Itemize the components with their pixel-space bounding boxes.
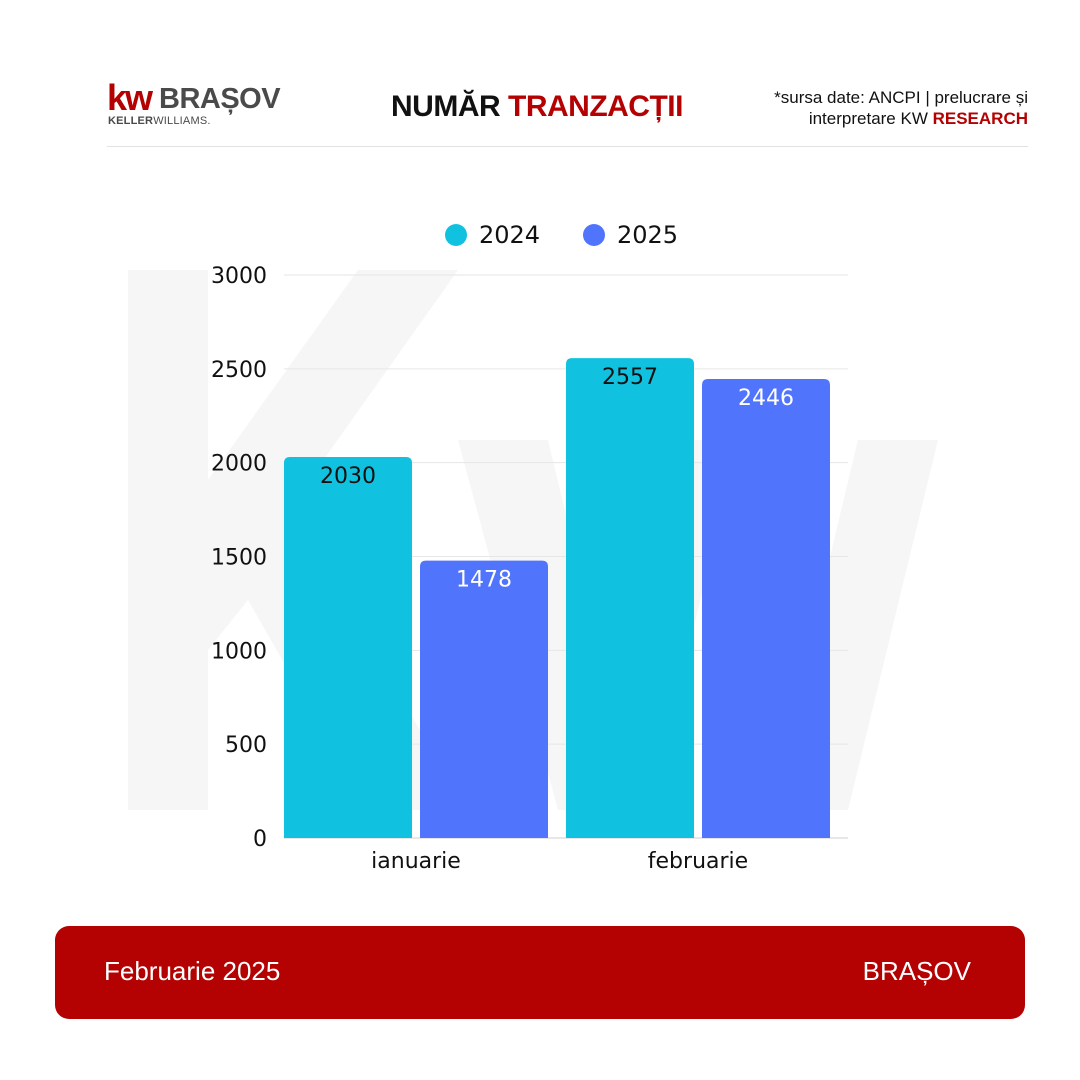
y-tick-label: 2000 xyxy=(211,452,267,477)
y-tick-label: 2500 xyxy=(211,358,267,383)
footer-banner: Februarie 2025 BRAȘOV xyxy=(55,926,1025,1019)
logo-kw-mark: kw xyxy=(107,77,153,118)
legend-item-2025: 2025 xyxy=(583,220,678,250)
x-tick-label-februarie: februarie xyxy=(648,849,748,874)
logo-keller-williams: KELLERWILLIAMS. xyxy=(108,115,211,127)
kw-brasov-logo: kw BRAȘOV KELLERWILLIAMS. xyxy=(107,77,281,134)
source-line-1: *sursa date: ANCPI | prelucrare și xyxy=(774,88,1028,107)
data-source-note: *sursa date: ANCPI | prelucrare și inter… xyxy=(698,87,1028,129)
bar-februarie-2025 xyxy=(702,378,830,838)
source-line-2: interpretare KW RESEARCH xyxy=(808,109,1028,128)
logo-city: BRAȘOV xyxy=(159,83,281,115)
data-label-februarie-2024: 2557 xyxy=(602,365,658,390)
header: kw BRAȘOV KELLERWILLIAMS. NUMĂR TRANZACȚ… xyxy=(107,78,1028,147)
y-tick-label: 0 xyxy=(253,827,267,852)
y-tick-label: 3000 xyxy=(211,264,267,289)
legend-item-2024: 2024 xyxy=(445,220,540,250)
data-label-ianuarie-2025: 1478 xyxy=(456,568,512,593)
bar-chart: 0 500 1000 1500 2000 2500 3000 2030 1478 ianuarie… xyxy=(211,264,848,874)
bar-ianuarie-2024 xyxy=(284,457,412,838)
legend-swatch-2025 xyxy=(583,224,605,246)
footer-period: Februarie 2025 xyxy=(104,956,281,986)
page-title: NUMĂR TRANZACȚII xyxy=(391,90,683,123)
chart-legend: 2024 2025 xyxy=(0,220,1080,250)
x-tick-label-ianuarie: ianuarie xyxy=(371,849,461,874)
y-tick-label: 500 xyxy=(225,733,267,758)
y-tick-label: 1000 xyxy=(211,639,267,664)
data-label-ianuarie-2024: 2030 xyxy=(320,464,376,489)
data-label-februarie-2025: 2446 xyxy=(738,386,794,411)
legend-label-2024: 2024 xyxy=(479,221,541,249)
footer-city: BRAȘOV xyxy=(862,956,971,986)
bar-februarie-2024 xyxy=(566,358,694,838)
y-tick-label: 1500 xyxy=(211,546,267,571)
legend-label-2025: 2025 xyxy=(617,221,679,249)
bar-ianuarie-2025 xyxy=(420,560,548,838)
legend-swatch-2024 xyxy=(445,224,467,246)
